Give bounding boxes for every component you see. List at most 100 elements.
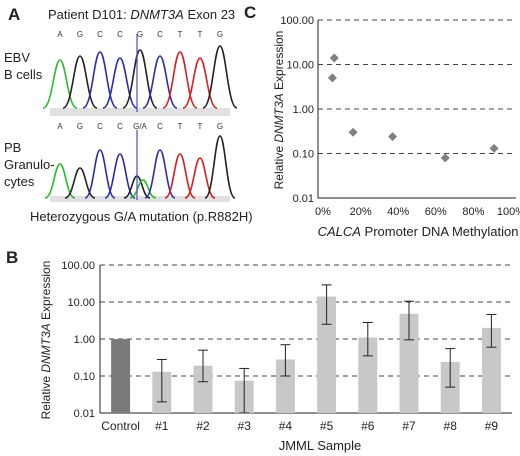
track2-peak-2 (84, 149, 116, 199)
chart-b-xlabel: JMML Sample (279, 438, 362, 453)
chart-c-xtick-1: 20% (350, 206, 372, 218)
chart-b-ylabel-gene: DNMT3A (39, 323, 53, 372)
chart-b-ytick-2: 1.00 (74, 334, 95, 346)
track2-peak-0 (44, 163, 76, 199)
chart-c-xtick-4: 80% (462, 206, 484, 218)
track1-base-3: C (117, 30, 123, 39)
chart-b-xtick-3: #3 (238, 419, 252, 433)
chart-b-bar-2 (193, 365, 213, 413)
track2-base-4: G/A (133, 122, 147, 131)
track1-label-line2: B cells (4, 67, 43, 82)
chart-b-ytick-0: 100.00 (61, 260, 95, 272)
chart-c-xtick-2: 40% (387, 206, 409, 218)
track2-base-0: A (57, 122, 63, 131)
track2-peak-5 (144, 149, 176, 199)
chart-c-ytick-4: 0.01 (293, 193, 314, 205)
track1-peak-0 (42, 59, 78, 109)
track2-label-line3: cytes (4, 174, 35, 189)
chart-b-bar-4 (275, 359, 295, 413)
panel-a-caption: Heterozygous G/A mutation (p.R882H) (30, 209, 253, 224)
chart-b-xtick-6: #6 (361, 419, 375, 433)
chart-c-xtick-5: 100% (497, 206, 520, 218)
track1-base-5: C (157, 30, 163, 39)
track1-peak-8 (202, 45, 238, 109)
track2-chromatogram (44, 135, 236, 199)
chart-c-point-5 (489, 143, 499, 153)
track1-base-4: G (137, 30, 143, 39)
chart-b-xtick-5: #5 (320, 419, 334, 433)
chart-b-xtick-8: #8 (444, 419, 458, 433)
track1-base-7: T (198, 30, 203, 39)
chart-c-ytick-0: 100.00 (280, 15, 314, 27)
track2-base-calls: A G C C G/A C T T G (57, 122, 223, 131)
chart-b-ytick-3: 0.10 (74, 371, 95, 383)
track1-label-line1: EBV (4, 50, 30, 65)
chart-c-ytick-3: 0.10 (293, 149, 314, 161)
track2-peak-6 (164, 153, 196, 199)
track1-base-1: G (77, 30, 83, 39)
track1-baseline-band (50, 108, 230, 116)
track2-base-7: T (198, 122, 203, 131)
track1-base-8: G (217, 30, 223, 39)
chart-c-ylabel-prefix: Relative (272, 143, 286, 190)
track2-peak-3 (104, 153, 136, 199)
track1-peak-4 (122, 49, 158, 109)
chart-b-ytick-4: 0.01 (74, 408, 95, 420)
chart-c-point-4 (440, 153, 450, 163)
chart-c-ytick-1: 10.00 (286, 60, 314, 72)
track1-peak-3 (102, 57, 138, 109)
panel-a-letter: A (8, 5, 20, 24)
track1-peak-1 (62, 55, 98, 109)
track2-peak-4-b (129, 179, 157, 199)
track2-base-5: C (157, 122, 163, 131)
panel-b-letter: B (6, 248, 18, 267)
chart-b-xtick-1: #1 (155, 419, 169, 433)
track1-peak-2 (82, 51, 118, 109)
track2-base-8: G (217, 122, 223, 131)
track1-base-2: C (97, 30, 103, 39)
chart-c: 100.00 10.00 1.00 0.10 0.010% 20% 40% 60% 80% 100… (280, 15, 520, 218)
track2-base-1: G (77, 122, 83, 131)
track2-baseline-band (50, 196, 230, 202)
chart-c-ylabel: Relative DNMT3A Expression (272, 31, 286, 190)
track1-base-0: A (57, 30, 63, 39)
chart-c-point-0 (329, 53, 339, 63)
track2-peak-8 (204, 135, 236, 199)
panel-a-title-suffix: Exon 23 (184, 7, 235, 22)
chart-b-xtick-4: #4 (279, 419, 293, 433)
chart-b-bar-5 (317, 296, 337, 413)
chart-b-ylabel-prefix: Relative (39, 373, 53, 420)
chart-b-bar-0 (111, 339, 131, 413)
panel-c-letter: C (244, 3, 256, 22)
track1-chromatogram (42, 45, 238, 109)
chart-c-ylabel-suffix: Expression (272, 31, 286, 94)
chart-c-xtick-3: 60% (425, 206, 447, 218)
panel-a-title-prefix: Patient D101: (48, 7, 130, 22)
track2-base-3: C (117, 122, 123, 131)
chart-c-ytick-2: 1.00 (293, 104, 314, 116)
chart-b-xtick-2: #2 (196, 419, 210, 433)
chart-b-xtick-7: #7 (402, 419, 416, 433)
chart-b-ylabel: Relative DNMT3A Expression (39, 261, 53, 420)
chart-c-ylabel-gene: DNMT3A (272, 93, 286, 142)
chart-c-point-1 (327, 73, 337, 83)
track1-peak-5 (142, 55, 178, 109)
track1-base-6: T (178, 30, 183, 39)
chart-b-bar-9 (481, 327, 501, 413)
chart-b: 100.00 10.00 1.00 0.10 0.01 Control #1 #2 #3 #4 #5… (61, 260, 512, 433)
chart-c-point-2 (348, 127, 358, 137)
panel-a-title-gene: DNMT3A (130, 7, 183, 22)
chart-b-bar-7 (399, 313, 419, 413)
track2-peak-7 (184, 157, 216, 199)
chart-c-xtick-0: 0% (315, 206, 331, 218)
track1-peak-7 (182, 57, 218, 109)
track2-base-2: C (97, 122, 103, 131)
track2-label-line1: PB (4, 140, 21, 155)
chart-c-xlabel: CALCA Promoter DNA Methylation (318, 224, 519, 239)
chart-b-xtick-9: #9 (485, 419, 499, 433)
chart-c-xlabel-gene: CALCA (318, 224, 361, 239)
track2-base-6: T (178, 122, 183, 131)
chart-c-point-3 (388, 132, 398, 142)
chart-b-xtick-0: Control (101, 419, 140, 433)
